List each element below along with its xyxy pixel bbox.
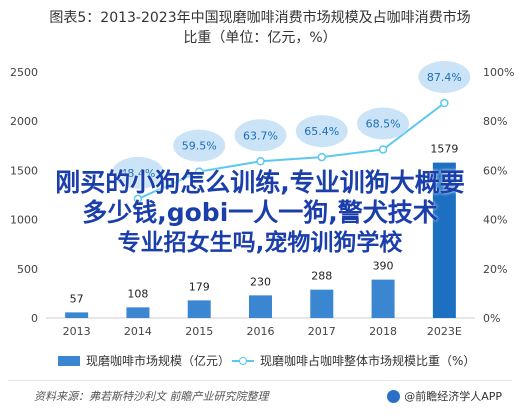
bar bbox=[249, 295, 272, 318]
line-value-label: 68.5% bbox=[366, 117, 401, 130]
bar bbox=[432, 162, 456, 318]
line-point bbox=[378, 145, 388, 154]
line-value-label: 48.4% bbox=[120, 167, 155, 180]
line-callout-bubble bbox=[418, 60, 471, 93]
x-axis-tick-label: 2018 bbox=[369, 325, 397, 338]
left-axis-tick-label: 1500 bbox=[10, 164, 38, 177]
line-value-label: 59.5% bbox=[182, 140, 217, 153]
overlay-line-3: 专业招女生吗,宠物训狗学校 bbox=[117, 230, 403, 256]
brand-logo-icon bbox=[387, 389, 401, 403]
line-callout-bubble bbox=[295, 115, 348, 148]
right-axis-tick-label: 60% bbox=[483, 164, 507, 177]
bar bbox=[187, 300, 211, 318]
left-axis-tick-label: 2500 bbox=[10, 66, 38, 79]
line-point bbox=[440, 98, 449, 108]
bar bbox=[126, 307, 150, 318]
bar-value-label: 390 bbox=[373, 260, 394, 273]
left-axis-tick-label: 0 bbox=[31, 312, 38, 325]
line-value-label: 65.4% bbox=[304, 125, 339, 138]
bar bbox=[371, 279, 395, 318]
line-value-label: 63.7% bbox=[243, 129, 278, 142]
line-callout-bubble bbox=[234, 119, 287, 152]
left-axis-tick-label: 2000 bbox=[10, 115, 38, 128]
legend-item-bars: 现磨咖啡市场规模（亿元） bbox=[58, 352, 230, 369]
chart-title: 图表5：2013-2023年中国现磨咖啡消费市场规模及占咖啡消费市场 比重（单位… bbox=[0, 8, 520, 48]
x-axis-tick-label: 2016 bbox=[247, 325, 275, 338]
left-axis-tick-label: 500 bbox=[17, 263, 38, 276]
bar-value-label: 288 bbox=[311, 270, 332, 283]
watermark-overlay-text: 刚买的小狗怎么训练,专业训狗大概要 多少钱,gobi一人一狗,警犬技术 专业招女… bbox=[0, 168, 520, 258]
legend-bar-label: 现磨咖啡市场规模（亿元） bbox=[86, 354, 231, 368]
bar bbox=[310, 289, 334, 318]
source-note: 资料来源：弗若斯特沙利文 前瞻产业研究院整理 bbox=[34, 390, 269, 403]
line-callout-bubble bbox=[111, 156, 164, 189]
chart-title-line-1: 图表5：2013-2023年中国现磨咖啡消费市场规模及占咖啡消费市场 bbox=[49, 10, 471, 26]
legend-line-swatch bbox=[232, 356, 254, 366]
legend-bar-swatch bbox=[58, 355, 80, 366]
right-axis-tick-label: 40% bbox=[483, 214, 507, 227]
right-axis-tick-label: 20% bbox=[483, 263, 507, 276]
x-axis-tick-label: 2015 bbox=[185, 325, 213, 338]
line-callout-bubble bbox=[357, 107, 410, 140]
brand-credit: @前瞻经济学人APP bbox=[387, 388, 502, 404]
bar-value-label: 57 bbox=[70, 292, 84, 305]
line-point bbox=[256, 157, 265, 166]
line-point bbox=[317, 152, 327, 162]
chart-title-line-2: 比重（单位：亿元，%） bbox=[183, 30, 337, 46]
combo-chart: 0 500 1000 1500 2000 2500 0% 20% 40% 60% 80% 100% 57… bbox=[10, 60, 514, 338]
overlay-line-1: 刚买的小狗怎么训练,专业训狗大概要 bbox=[55, 168, 465, 197]
x-axis-tick-label: 2023E bbox=[427, 325, 462, 338]
x-axis-tick-label: 2013 bbox=[63, 325, 91, 338]
bar-value-label: 230 bbox=[250, 275, 271, 288]
left-axis-tick-label: 1000 bbox=[10, 214, 38, 227]
right-axis-tick-label: 100% bbox=[483, 66, 514, 79]
x-axis-tick-label: 2014 bbox=[124, 325, 152, 338]
right-axis-tick-label: 0% bbox=[483, 312, 500, 325]
line-callout-bubble bbox=[173, 129, 226, 162]
bar-value-label: 179 bbox=[189, 280, 210, 293]
x-axis-tick-label: 2017 bbox=[308, 325, 336, 338]
brand-name: @前瞻经济学人APP bbox=[404, 390, 502, 403]
line-point bbox=[133, 194, 143, 204]
bar bbox=[65, 312, 89, 318]
overlay-line-2: 多少钱,gobi一人一狗,警犬技术 bbox=[82, 198, 438, 227]
line-point bbox=[194, 167, 204, 176]
right-axis-tick-label: 80% bbox=[483, 115, 507, 128]
line-value-label: 87.4% bbox=[427, 71, 462, 84]
footer-divider bbox=[8, 380, 512, 381]
series-line bbox=[137, 102, 445, 200]
legend-item-line: 现磨咖啡占咖啡整体市场规模比重（%） bbox=[232, 352, 475, 369]
bar-value-label: 108 bbox=[127, 287, 148, 300]
bar-value-label: 1579 bbox=[430, 143, 458, 156]
legend-line-label: 现磨咖啡占咖啡整体市场规模比重（%） bbox=[260, 354, 476, 368]
